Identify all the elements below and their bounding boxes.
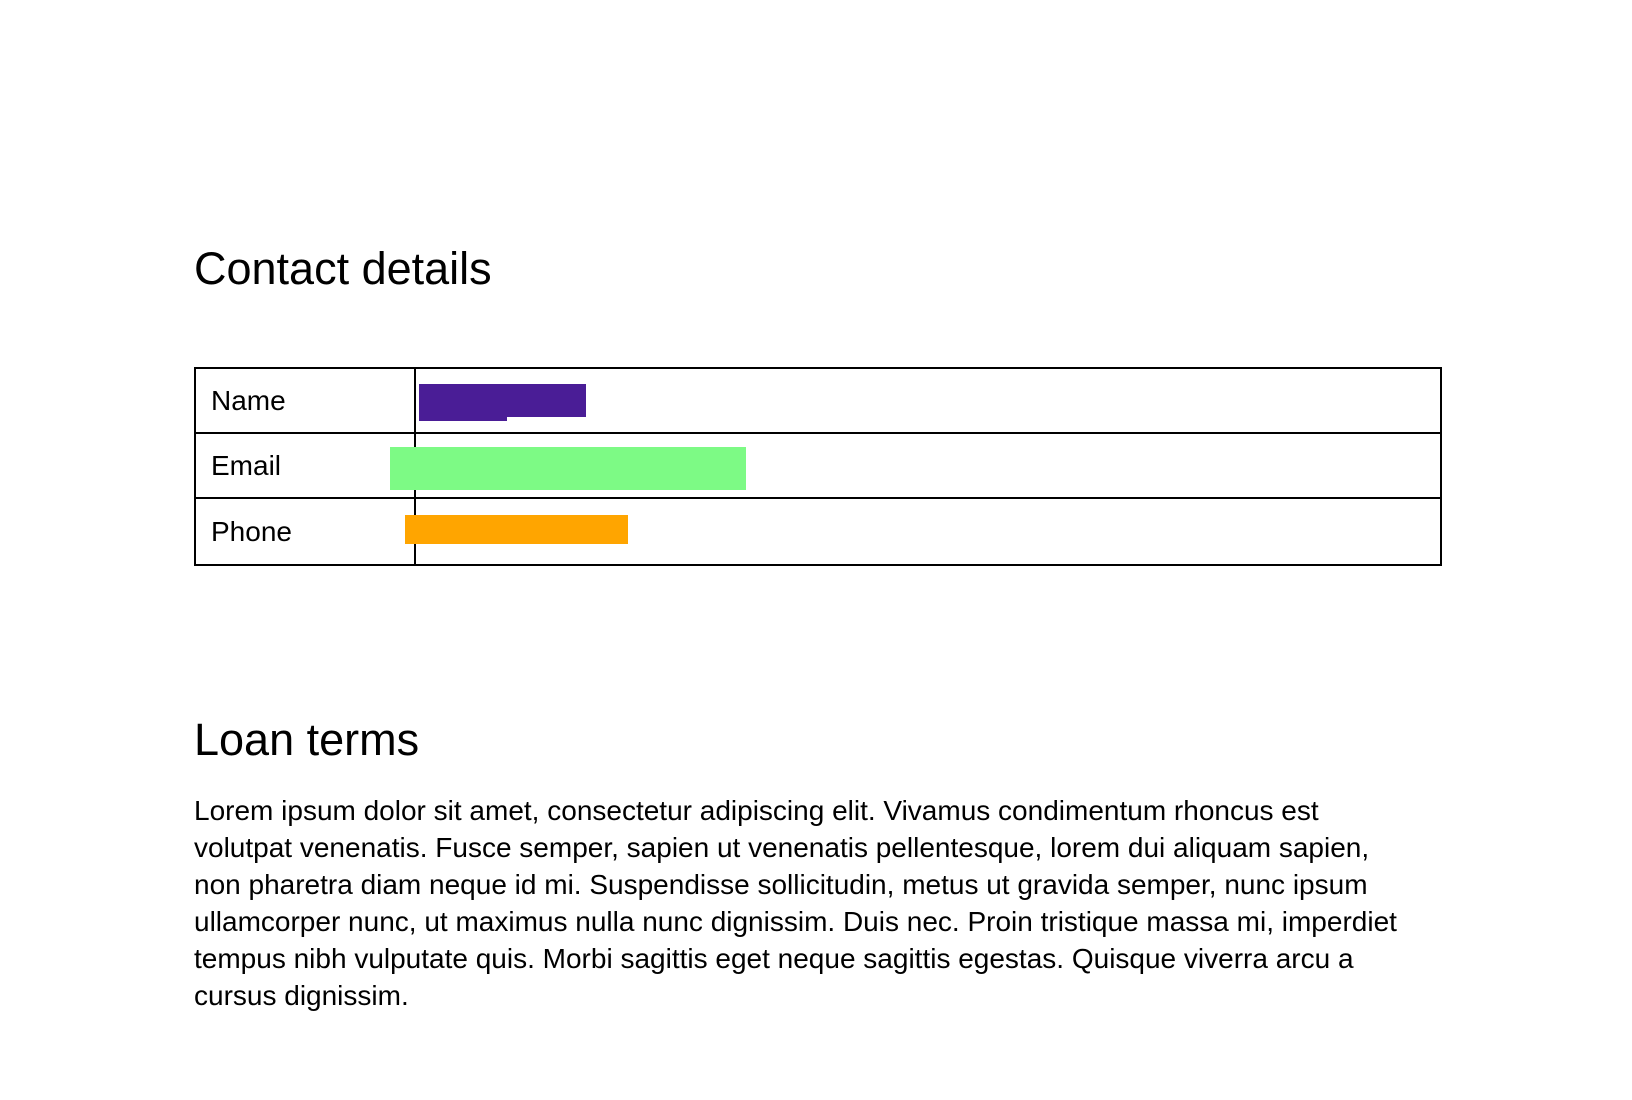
loan-terms-paragraph: Lorem ipsum dolor sit amet, consectetur …	[194, 795, 1397, 1011]
table-row-phone: Phone	[196, 499, 1440, 564]
contact-table: Name Email Phone	[194, 367, 1442, 566]
phone-redaction-block	[405, 515, 628, 544]
email-redaction-block	[390, 447, 746, 490]
phone-label: Phone	[211, 515, 292, 547]
name-redaction-block	[419, 384, 586, 417]
name-redaction-block-step	[419, 417, 507, 421]
email-label: Email	[211, 449, 282, 481]
table-row-name: Name	[196, 369, 1440, 434]
loan-terms-heading: Loan terms	[194, 714, 420, 765]
name-label: Name	[211, 384, 286, 416]
table-row-email: Email	[196, 434, 1440, 499]
contact-details-heading: Contact details	[194, 243, 492, 294]
